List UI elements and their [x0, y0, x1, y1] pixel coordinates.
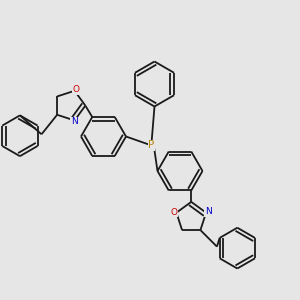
Text: O: O: [170, 208, 178, 217]
Text: N: N: [205, 207, 212, 216]
Text: O: O: [73, 85, 80, 94]
Text: N: N: [71, 118, 78, 127]
Text: P: P: [148, 140, 154, 151]
